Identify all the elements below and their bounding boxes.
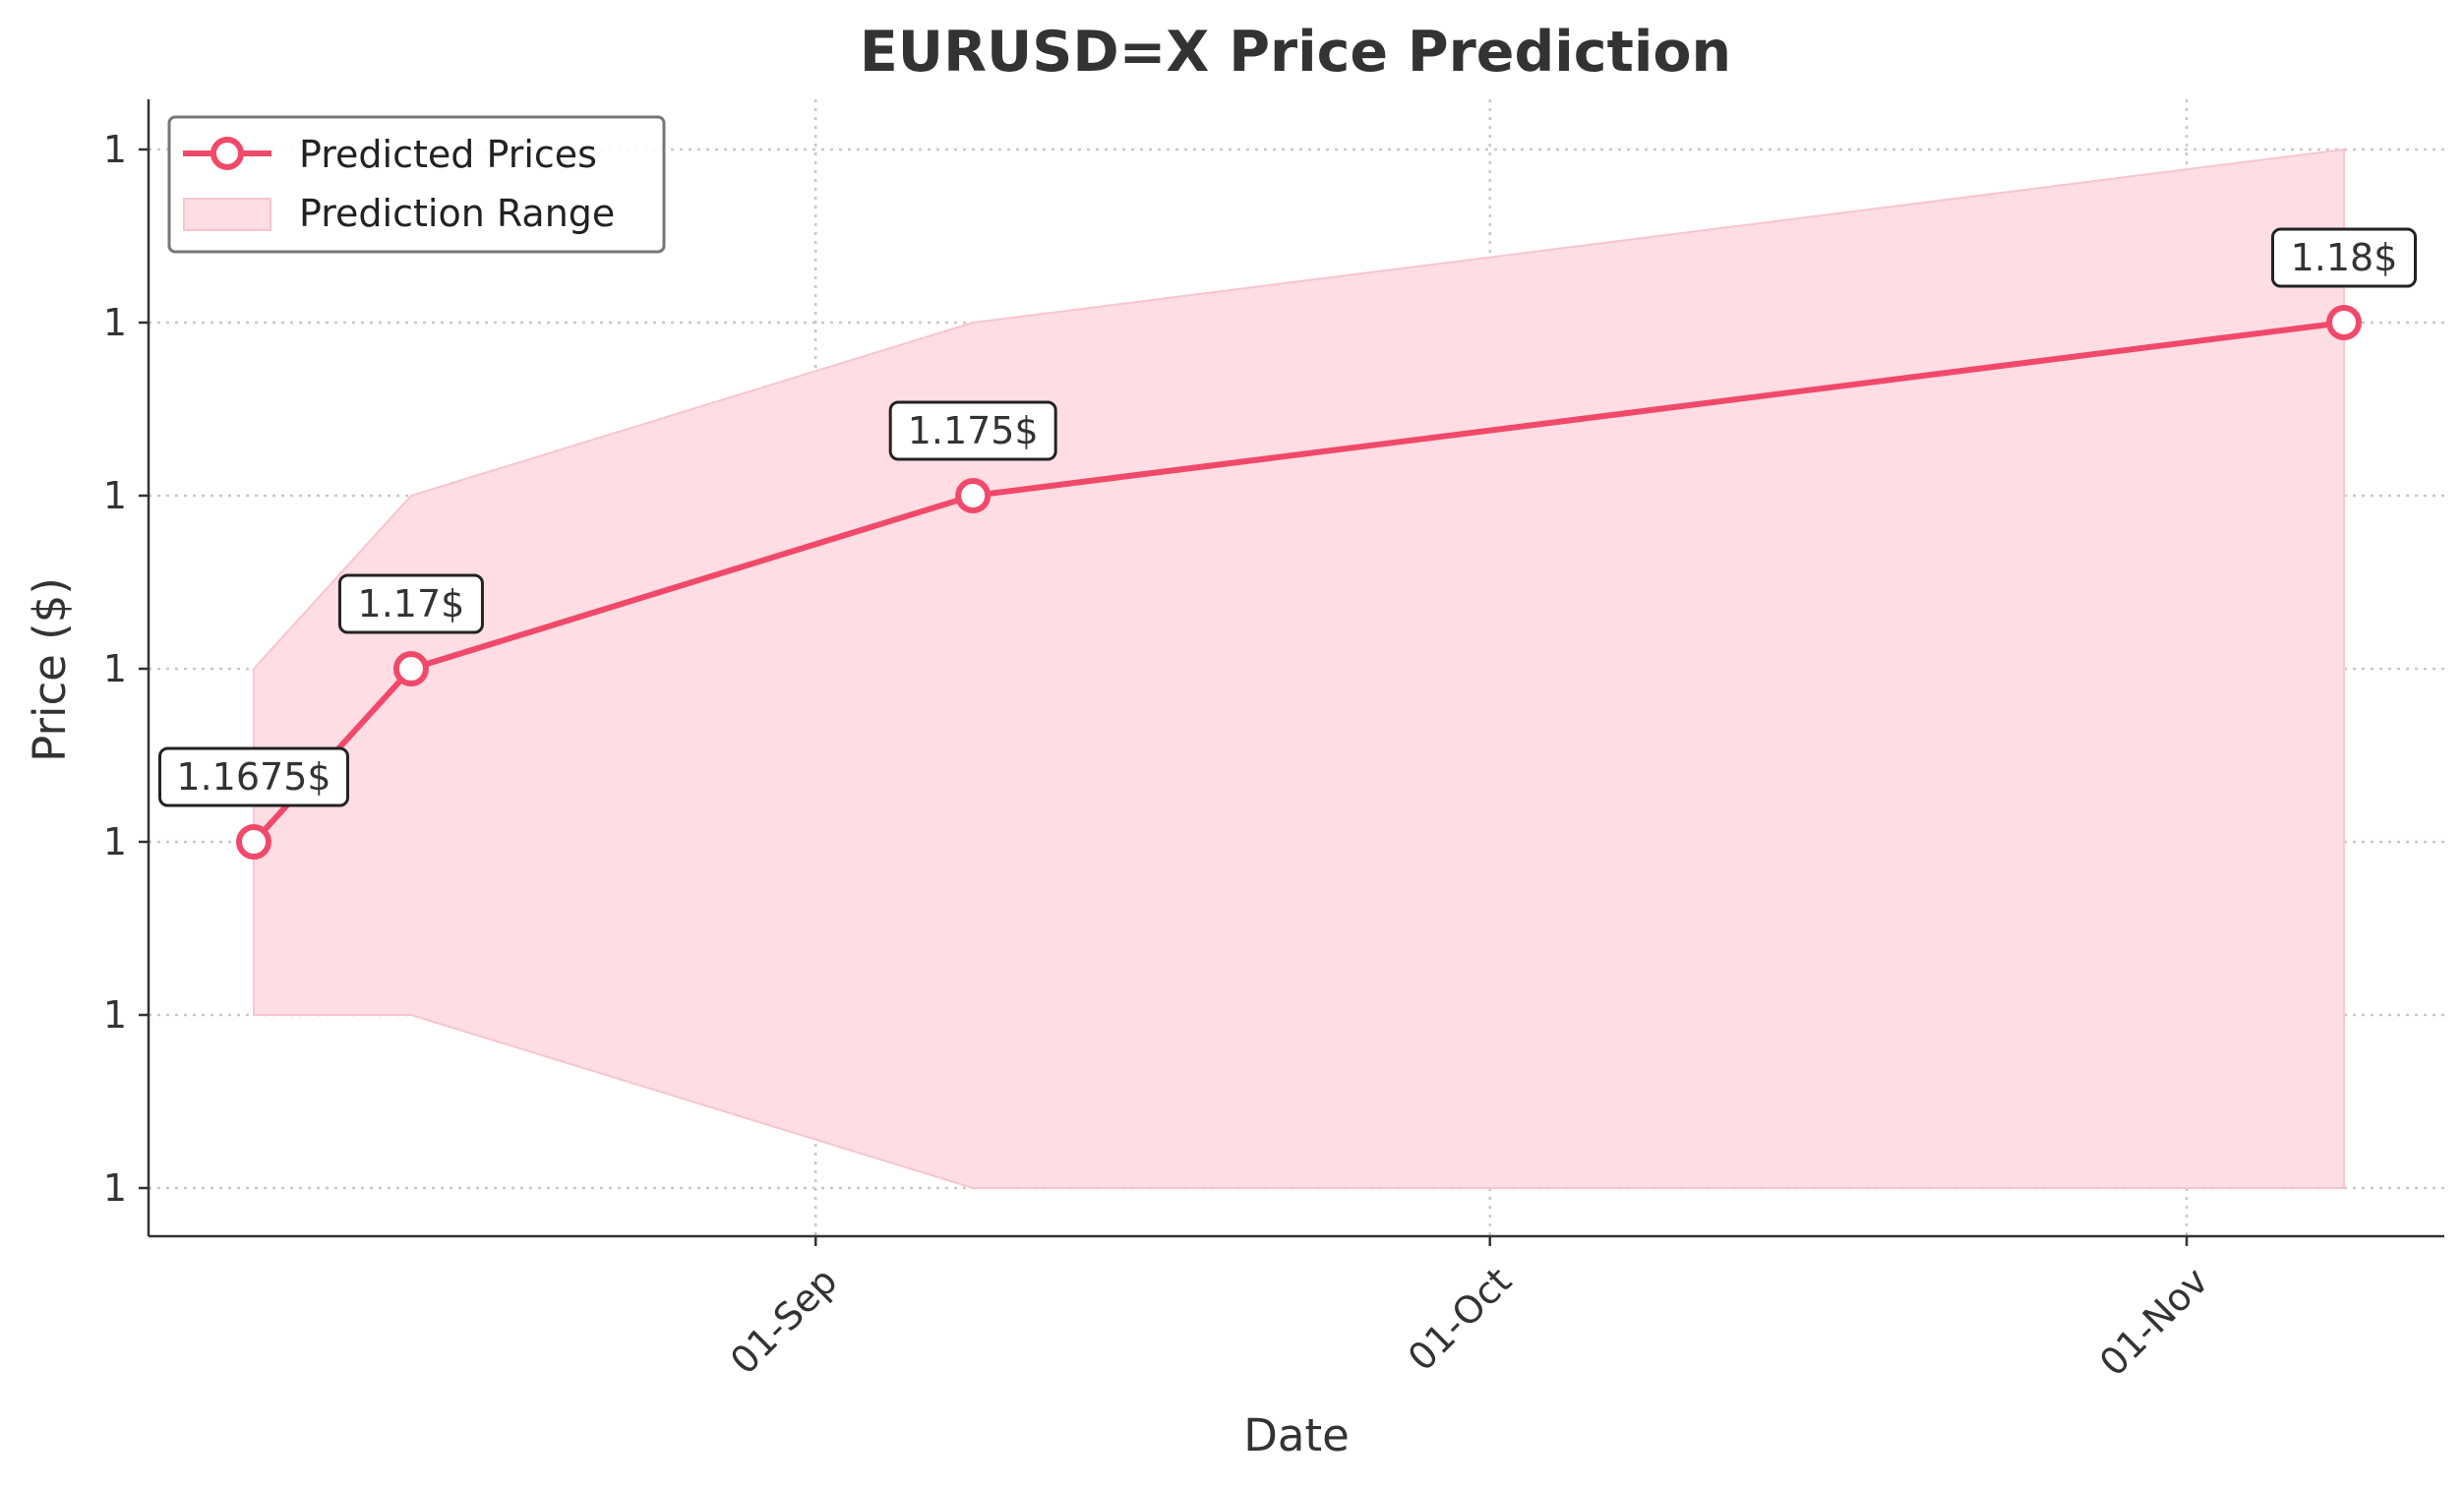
y-tick-label: 1: [103, 474, 127, 517]
data-label-box: [2271, 227, 2417, 288]
y-axis-label: Price ($): [24, 577, 76, 762]
data-point-marker: [392, 651, 429, 686]
x-tick-label: 01-Sep: [722, 1259, 846, 1383]
chart-title: EURUSD=X Price Prediction: [860, 20, 1731, 85]
data-label-box: [158, 746, 349, 807]
legend-label-predicted: Predicted Prices: [299, 133, 597, 176]
x-tick-label: 01-Nov: [2091, 1259, 2216, 1384]
y-tick-label: 1: [103, 647, 127, 690]
data-label-box: [888, 400, 1057, 461]
data-point-marker: [2326, 305, 2362, 340]
y-tick-label: 1: [103, 820, 127, 863]
data-point-marker: [236, 824, 271, 860]
prediction-range-area: [253, 148, 2345, 1189]
data-label-box: [337, 573, 484, 634]
x-axis-label: Date: [1243, 1409, 1350, 1461]
data-label: 1.175$: [908, 409, 1039, 452]
legend-marker-swatch: [210, 137, 244, 170]
data-label: 1.17$: [358, 582, 465, 625]
y-tick-label: 1: [103, 301, 127, 344]
y-tick-label: 1: [103, 993, 127, 1037]
data-label: 1.1675$: [176, 755, 331, 799]
prediction-range-band: [253, 148, 2345, 1189]
x-tick-label: 01-Oct: [1400, 1259, 1520, 1379]
y-tick-label: 1: [103, 128, 127, 171]
data-label: 1.18$: [2291, 236, 2398, 279]
data-labels: 1.1675$ 1.17$ 1.175$ 1.18$: [158, 227, 2417, 807]
legend-label-range: Prediction Range: [299, 192, 615, 235]
data-point-marker: [955, 478, 992, 513]
legend: Predicted Prices Prediction Range: [167, 115, 666, 254]
legend-box: [167, 115, 666, 254]
y-tick-label: 1: [103, 1166, 127, 1210]
legend-range-swatch: [183, 198, 271, 231]
